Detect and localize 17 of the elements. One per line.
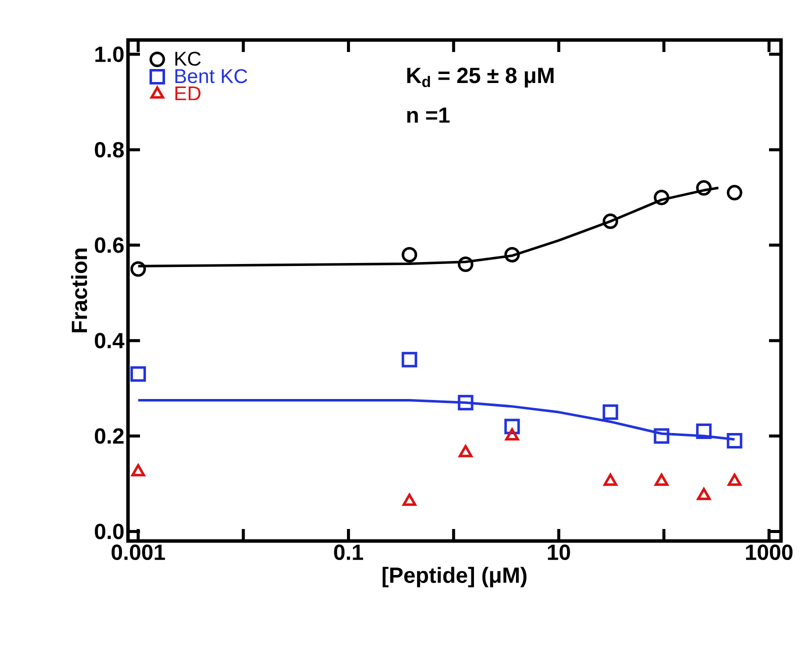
- y-tick-label: 0.4: [94, 332, 124, 348]
- y-tick-label: 0.6: [94, 237, 124, 253]
- annotation: n =1: [407, 108, 450, 123]
- x-tick-label: 0.001: [112, 544, 165, 560]
- legend-label: Bent KC: [175, 69, 248, 84]
- x-tick-label: 10: [548, 544, 570, 560]
- y-tick-label: 1.0: [95, 46, 124, 62]
- x-axis-title: [Peptide] (μM): [382, 566, 526, 588]
- y-axis-title: Fraction: [71, 248, 88, 332]
- legend-label: ED: [175, 86, 200, 100]
- legend-label: KC: [175, 52, 201, 66]
- annotation: K$_{d}$ = 25 ± 8 μM: [407, 68, 554, 88]
- x-tick-label: 1000: [746, 544, 793, 560]
- y-tick-label: 0.0: [94, 524, 124, 540]
- y-tick-label: 0.8: [94, 142, 124, 158]
- y-tick-label: 0.2: [94, 428, 124, 444]
- x-tick-label: 0.1: [334, 544, 364, 560]
